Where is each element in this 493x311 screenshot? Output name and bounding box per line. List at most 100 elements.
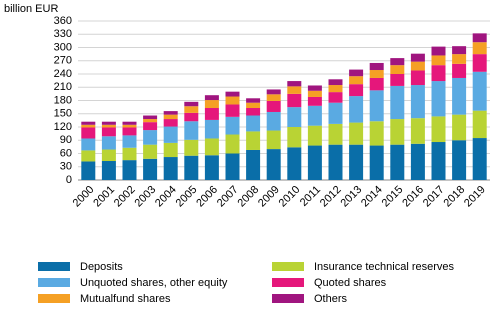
bar-segment [287,86,302,94]
bar-segment [369,90,384,122]
bar-segment [328,102,343,124]
bar-segment [472,54,487,72]
bar-segment [410,70,425,86]
bar-segment [225,104,240,117]
bar-segment [143,122,158,131]
bar-segment [101,127,116,137]
bar-segment [328,79,343,86]
x-tick-label: 2014 [359,184,385,210]
bar-segment [307,96,322,106]
bar-segment [184,106,199,113]
bar-segment [122,147,137,161]
bar-segment [472,71,487,111]
bar-segment [246,98,261,103]
y-tick-label: 300 [54,41,72,53]
bar-segment [472,110,487,139]
bar-segment [452,140,467,180]
bar-segment [410,85,425,119]
bar-segment [163,119,178,127]
bar-segment [410,53,425,62]
x-tick-label: 2012 [318,184,344,210]
bar-segment [472,42,487,55]
bar-segment [369,62,384,71]
bar-segment [328,92,343,103]
legend-swatch [272,278,304,287]
y-axis-label: billion EUR [4,3,58,15]
legend-swatch [38,294,70,303]
y-tick-label: 0 [66,174,72,186]
y-tick-label: 120 [54,121,72,133]
y-tick-label: 90 [60,134,72,146]
bar-segment [307,85,322,91]
bar-segment [307,105,322,126]
bar-segment [81,150,96,162]
bar-segment [184,101,199,107]
legend-label: Insurance technical reserves [314,261,455,273]
bar-segment [101,121,116,125]
x-tick-label: 2005 [174,184,200,210]
bar-segment [81,138,96,151]
bar-segment [390,119,405,145]
bar-segment [390,65,405,74]
bar-segment [349,69,364,77]
x-tick-label: 2006 [194,184,220,210]
bar-segment [204,119,219,139]
bar-segment [81,121,96,125]
bar-segment [452,77,467,115]
bar-segment [204,95,219,101]
legend-swatch [38,278,70,287]
bar-segment [246,108,261,116]
y-tick-label: 270 [54,55,72,67]
bar-segment [328,123,343,145]
bar-segment [472,138,487,180]
bar-segment [349,84,364,97]
x-tick-label: 2002 [112,184,138,210]
bar-segment [410,143,425,180]
bar-segment [122,160,137,180]
bar-segment [287,81,302,87]
bar-segment [122,124,137,128]
bar-segment [225,96,240,105]
y-tick-label: 210 [54,81,72,93]
legend-label: Quoted shares [314,277,387,289]
bar-segment [369,77,384,91]
x-tick-label: 2019 [462,184,488,210]
x-tick-label: 2001 [91,184,117,210]
bar-segment [204,138,219,156]
x-tick-label: 2013 [338,184,364,210]
bar-segment [163,114,178,120]
bar-segment [225,153,240,180]
bar-segment [246,149,261,180]
bar-segment [266,94,281,101]
bar-segment [246,115,261,132]
bar-segment [452,63,467,78]
bar-segment [390,74,405,86]
bar-segment [184,155,199,180]
bar-segment [349,76,364,85]
y-tick-label: 30 [60,161,72,173]
bar-segment [143,115,158,120]
bar-segment [307,90,322,97]
bar-segment [81,161,96,180]
legend-label: Unquoted shares, other equity [80,277,228,289]
bar-segment [122,121,137,125]
y-tick-label: 180 [54,94,72,106]
bar-segment [452,54,467,64]
bar-segment [266,89,281,95]
bar-segment [390,144,405,180]
bar-segment [287,147,302,180]
bar-segment [349,144,364,180]
bar-segment [246,131,261,150]
x-tick-label: 2010 [277,184,303,210]
bar-segment [328,85,343,93]
bar-segment [452,46,467,55]
y-tick-label: 330 [54,28,72,40]
bar-segment [349,122,364,145]
legend-label: Mutualfund shares [80,293,171,305]
bar-segment [349,96,364,123]
bar-segment [163,142,178,158]
legend-swatch [38,262,70,271]
bar-segment [204,100,219,109]
bar-segment [101,161,116,180]
bar-segment [472,33,487,43]
